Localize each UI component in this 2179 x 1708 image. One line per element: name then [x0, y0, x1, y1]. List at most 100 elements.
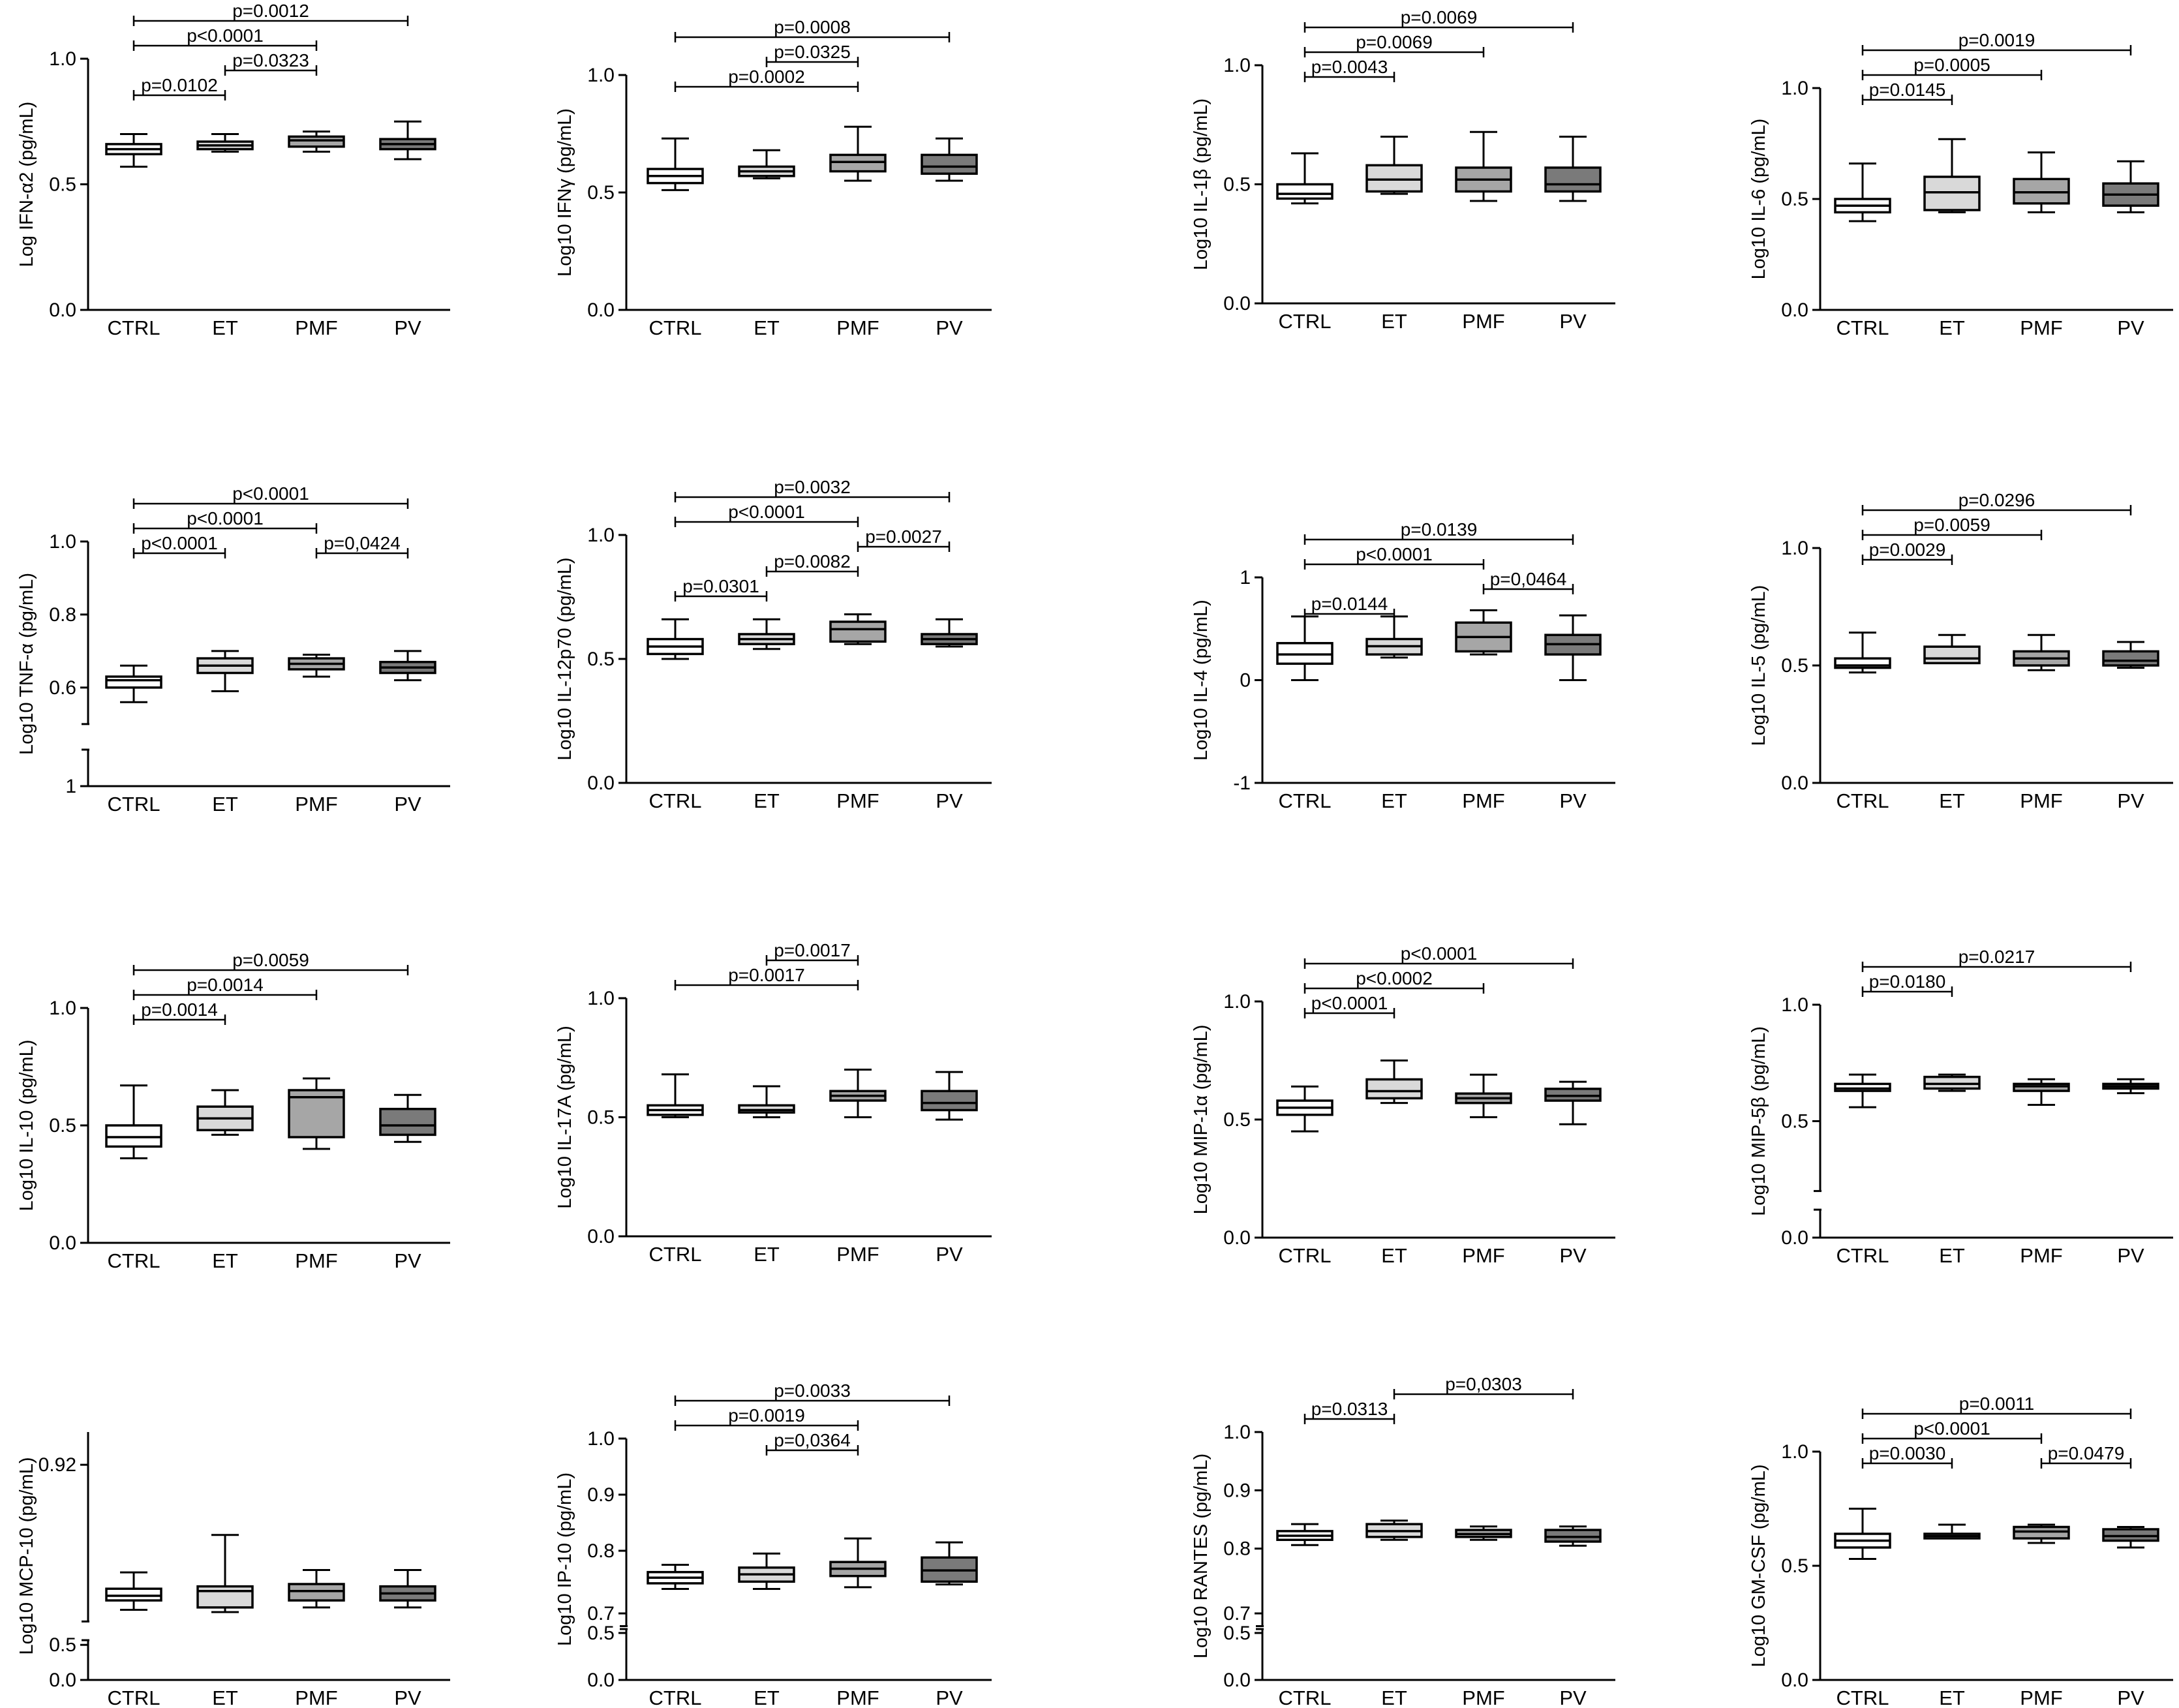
p-value-label: p=0.0139: [1401, 519, 1478, 540]
x-tick-label: PV: [394, 316, 421, 339]
x-tick-label: ET: [1939, 1244, 1965, 1267]
p-value-label: p<0.0001: [232, 483, 309, 504]
p-value-label: p<0.0001: [187, 25, 264, 46]
y-axis-label: Log10 MIP-1α (pg/mL): [1191, 1025, 1211, 1215]
x-tick-label: PMF: [295, 793, 337, 816]
y-axis-label: Log10 IFNγ (pg/mL): [555, 108, 575, 277]
panel-11: 0.0 0.5 1.0 Log10 MIP-1α (pg/mL) CTRL ET PMF PV…: [1191, 943, 1615, 1267]
box-iqr: [196, 1585, 254, 1609]
x-tick-label: PMF: [295, 316, 337, 339]
panel-1: 0.0 0.5 1.0 Log IFN-α2 (pg/mL) CTRL ET PMF PV p=…: [16, 1, 450, 339]
p-value-label: p=0.0043: [1311, 57, 1388, 77]
significance-bracket: p=0.0069: [1303, 32, 1485, 57]
significance-bracket: p=0.0019: [674, 1405, 859, 1431]
box-pmf: [2013, 633, 2070, 671]
p-value-label: p=0.0313: [1311, 1399, 1388, 1419]
p-value-label: p=0.0059: [1913, 515, 1990, 535]
box-ctrl: [1276, 1523, 1333, 1546]
x-tick-label: PMF: [836, 316, 879, 339]
panel-14: 0.0 0.50.7 0.8 0.9 1.0 Log10 IP-10 (pg/mL) CTR…: [555, 1380, 992, 1708]
box-et: [738, 1552, 795, 1590]
x-tick-label: PV: [1559, 789, 1587, 812]
y-tick-label: 0: [1240, 670, 1251, 692]
y-tick-label: 0.5: [1781, 189, 1808, 210]
box-ctrl: [1834, 1073, 1891, 1108]
panel-16: 0.0 0.5 1.0 Log10 GM-CSF (pg/mL) CTRL ET PMF PV…: [1748, 1394, 2173, 1708]
panel-5: 0.6 0.8 1.0 1 Log10 TNF-α (pg/mL) CTRL ET PMF PV…: [16, 483, 450, 816]
x-tick-label: PV: [936, 1243, 963, 1266]
box-pmf: [829, 1537, 887, 1589]
p-value-label: p<0.0001: [1311, 993, 1388, 1013]
box-pv: [921, 1541, 978, 1586]
y-tick-label: 0.5: [1223, 1109, 1251, 1131]
y-tick-label: 0.0: [49, 1670, 76, 1691]
x-tick-label: PV: [936, 789, 963, 812]
p-value-label: p=0.0011: [1959, 1394, 2035, 1414]
p-value-label: p<0.0001: [1356, 544, 1433, 564]
box-pv: [2102, 641, 2159, 669]
box-et: [196, 1089, 254, 1136]
box-pmf: [829, 125, 887, 182]
y-tick-label: 0.5: [1781, 1111, 1808, 1133]
p-value-label: p=0.0059: [232, 950, 309, 970]
box-ctrl: [1834, 632, 1891, 674]
y-tick-label: 0.5: [1223, 174, 1251, 196]
y-tick-label: 0.0: [49, 1232, 76, 1254]
significance-bracket: p=0.0217: [1861, 947, 2132, 972]
significance-bracket: p=0,0364: [765, 1430, 859, 1456]
x-tick-label: ET: [212, 1686, 238, 1708]
x-tick-label: PMF: [836, 1243, 879, 1266]
p-value-label: p=0.0033: [774, 1380, 851, 1401]
x-tick-label: PMF: [2020, 789, 2062, 812]
significance-bracket: p=0.0033: [674, 1380, 951, 1406]
x-tick-label: CTRL: [649, 316, 702, 339]
significance-bracket: p<0.0001: [1303, 943, 1574, 969]
box-et: [1365, 615, 1423, 659]
panel-9: 0.0 0.5 1.0 Log10 IL-10 (pg/mL) CTRL ET PMF PV p…: [16, 950, 450, 1272]
p-value-label: p=0.0019: [1958, 30, 2035, 50]
significance-bracket: p=0.0313: [1303, 1399, 1395, 1424]
p-value-label: p=0.0014: [187, 975, 264, 995]
x-tick-label: CTRL: [1279, 310, 1332, 333]
p-value-label: p=0.0180: [1869, 971, 1946, 992]
significance-bracket: p=0.0043: [1303, 57, 1395, 82]
y-tick-label: 1.0: [587, 1428, 615, 1450]
significance-bracket: p<0.0001: [132, 25, 318, 51]
x-tick-label: PV: [394, 1686, 421, 1708]
x-tick-label: CTRL: [1279, 1686, 1332, 1708]
box-ctrl: [647, 618, 704, 660]
x-tick-label: CTRL: [1836, 316, 1889, 339]
significance-bracket: p=0.0027: [857, 526, 951, 552]
x-tick-label: PV: [394, 793, 421, 816]
x-tick-label: CTRL: [108, 316, 160, 339]
box-iqr: [105, 1124, 162, 1148]
y-tick-label: 0.0: [587, 1226, 615, 1247]
significance-bracket: p=0,0464: [1482, 569, 1574, 594]
box-et: [1923, 1523, 1981, 1540]
box-ctrl: [105, 133, 162, 168]
significance-bracket: p=0.0002: [674, 67, 859, 92]
y-tick-label: 1.0: [587, 988, 615, 1009]
significance-bracket: p=0.0479: [2040, 1443, 2132, 1469]
box-iqr: [288, 135, 345, 148]
box-pv: [1544, 614, 1602, 681]
y-tick-label: 1: [1240, 567, 1251, 588]
box-iqr: [2013, 1082, 2070, 1092]
y-tick-label: 0.8: [1223, 1538, 1251, 1560]
box-pmf: [288, 1569, 345, 1609]
y-axis-label: Log10 IL-6 (pg/mL): [1748, 119, 1769, 280]
box-pmf: [1455, 130, 1512, 202]
y-tick-label: 1: [65, 776, 76, 797]
x-tick-label: PMF: [836, 1686, 879, 1708]
y-tick-label: 0.5: [49, 174, 76, 196]
p-value-label: p=0,0424: [324, 533, 401, 553]
box-et: [738, 1085, 795, 1118]
box-et: [1365, 1060, 1423, 1105]
significance-bracket: p=0.0017: [765, 940, 859, 966]
significance-bracket: p=0.0011: [1861, 1394, 2132, 1419]
p-value-label: p=0.0082: [774, 551, 851, 572]
box-pv: [921, 137, 978, 182]
p-value-label: p=0.0019: [728, 1405, 805, 1426]
x-tick-label: ET: [1381, 789, 1407, 812]
box-pv: [1544, 1080, 1602, 1125]
